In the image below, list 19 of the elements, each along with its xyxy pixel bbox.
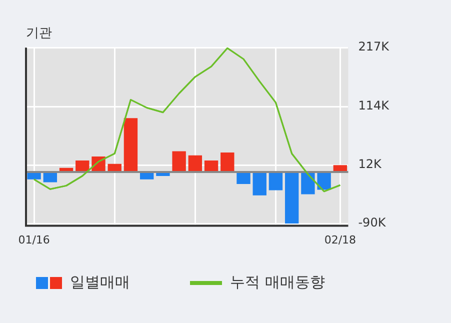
x-tick-label: 01/16 [18, 233, 50, 246]
chart-title: 기관 [26, 26, 52, 42]
bar [252, 172, 266, 196]
y-tick-label: -90K [358, 216, 387, 230]
bar [284, 172, 299, 224]
bar [268, 172, 283, 190]
bar [172, 151, 186, 172]
bar [188, 155, 202, 172]
bar [43, 172, 58, 182]
bar [220, 152, 234, 172]
bar [204, 160, 218, 172]
bar [236, 172, 250, 184]
y-tick-label: 12K [358, 157, 382, 172]
x-tick-label: 02/18 [324, 233, 356, 246]
y-tick-label: 217K [358, 40, 390, 54]
y-tick-label: 114K [358, 98, 390, 113]
bar [124, 118, 138, 172]
legend-label: 누적 매매동향 [230, 273, 325, 292]
legend-label: 일별매매 [70, 273, 130, 292]
